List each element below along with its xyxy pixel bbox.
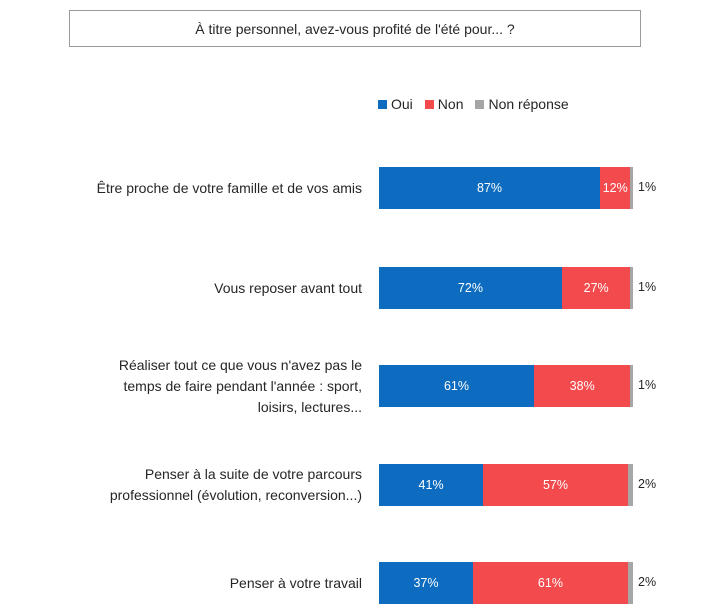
bar-segment-non: 57% <box>483 464 628 506</box>
category-label-line: professionnel (évolution, reconversion..… <box>109 487 362 503</box>
category-label-line: Vous reposer avant tout <box>214 279 362 296</box>
category-label: Réaliser tout ce que vous n'avez pas le t… <box>119 355 362 418</box>
category-label: Penser à la suite de votre parcours profe… <box>110 464 362 506</box>
legend-item-non: Non <box>424 96 464 112</box>
category-label-line: temps de faire pendant l'année : sport, <box>123 377 363 394</box>
chart-legend: Oui Non Non réponse <box>378 95 581 113</box>
data-label: 38% <box>569 379 595 393</box>
bar-segment-non-réponse <box>627 562 633 604</box>
legend-label: Non <box>437 96 464 112</box>
category-label-line: Être proche de votre famille et de vos a… <box>96 179 362 196</box>
category-label: Penser à votre travail <box>230 573 362 594</box>
data-label: 1% <box>638 180 657 194</box>
legend-label: Oui <box>391 96 413 112</box>
bar-segment-non: 38% <box>533 365 631 407</box>
legend-item-oui: Oui <box>378 96 413 112</box>
data-label: 1% <box>638 378 657 392</box>
bar-segment-oui: 72% <box>379 267 562 309</box>
data-label: 2% <box>638 575 657 589</box>
legend-label: Non réponse <box>488 96 569 112</box>
data-label: 61% <box>443 379 469 393</box>
category-label: Être proche de votre famille et de vos a… <box>97 178 362 199</box>
category-label: Vous reposer avant tout <box>214 278 362 299</box>
bar-segment-non-réponse <box>630 267 633 309</box>
data-label: 72% <box>457 281 483 295</box>
data-label: 27% <box>583 281 609 295</box>
bar-segment-non-réponse <box>630 365 633 407</box>
bar-segment-oui: 41% <box>379 464 484 506</box>
category-label-line: Penser à votre travail <box>229 574 362 591</box>
chart-title: À titre personnel, avez-vous profité de … <box>195 20 515 37</box>
data-label: 1% <box>638 280 657 294</box>
data-label: 61% <box>537 576 563 590</box>
data-label: 2% <box>638 477 657 491</box>
bar-segment-non-réponse <box>630 167 633 209</box>
bar-segment-oui: 37% <box>379 562 473 604</box>
legend-swatch <box>424 99 434 109</box>
bar-segment-non-réponse <box>627 464 633 506</box>
category-label-line: loisirs, lectures... <box>257 398 362 415</box>
data-label: 37% <box>413 576 439 590</box>
data-label: 87% <box>476 181 502 195</box>
bar-segment-oui: 61% <box>379 365 534 407</box>
category-label-line: Réaliser tout ce que vous n'avez pas le <box>118 356 362 373</box>
bar-segment-non: 27% <box>561 267 631 309</box>
data-label: 12% <box>602 181 628 195</box>
bar-segment-non: 61% <box>472 562 628 604</box>
chart-title-box: À titre personnel, avez-vous profité de … <box>69 10 641 47</box>
legend-swatch <box>475 99 485 109</box>
legend-item-non-réponse: Non réponse <box>475 96 569 112</box>
legend-swatch <box>378 99 387 109</box>
data-label: 57% <box>542 478 569 492</box>
data-label: 41% <box>418 478 444 492</box>
bar-segment-oui: 87% <box>379 167 600 209</box>
category-label-line: Penser à la suite de votre parcours <box>144 466 362 482</box>
bar-segment-non: 12% <box>599 167 631 209</box>
